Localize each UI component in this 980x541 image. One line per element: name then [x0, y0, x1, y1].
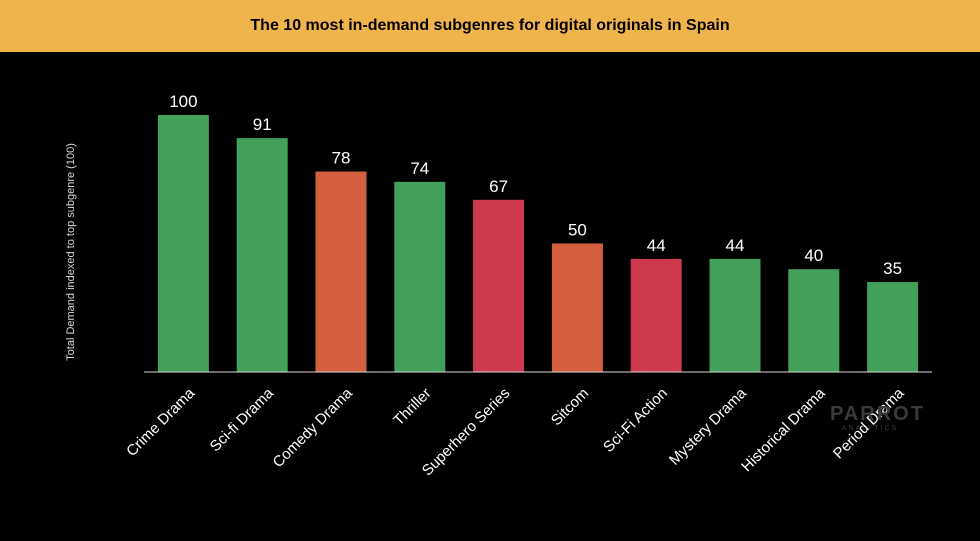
bar-8 — [709, 258, 761, 372]
data-label-7: 44 — [647, 236, 666, 255]
x-tick-label-4: Thriller — [390, 385, 434, 429]
bar-4 — [394, 181, 446, 372]
data-label-6: 50 — [568, 221, 587, 240]
data-label-1: 100 — [169, 92, 197, 111]
bar-3 — [315, 171, 367, 372]
bar-2 — [236, 138, 288, 372]
x-tick-label-2: Sci-fi Drama — [207, 384, 278, 455]
y-axis-title: Total Demand indexed to top subgenre (10… — [65, 143, 77, 361]
bar-6 — [551, 243, 603, 372]
data-label-5: 67 — [489, 177, 508, 196]
bar-5 — [473, 199, 525, 372]
x-tick-label-6: Sitcom — [548, 385, 592, 429]
bar-chart: 100 Crime Drama 91 Sci-fi Drama 78 Comedy Dra… — [65, 92, 932, 480]
x-tick-label-8: Mystery Drama — [666, 384, 750, 468]
x-tick-label-3: Comedy Drama — [270, 384, 357, 471]
data-label-3: 78 — [332, 149, 351, 168]
data-label-8: 44 — [726, 236, 745, 255]
bar-9 — [788, 269, 840, 372]
x-tick-label-1: Crime Drama — [123, 384, 199, 460]
data-label-9: 40 — [804, 246, 823, 265]
chart-title: The 10 most in-demand subgenres for digi… — [250, 17, 730, 34]
data-label-2: 91 — [253, 115, 272, 134]
x-tick-label-5: Superhero Series — [419, 385, 514, 480]
x-tick-label-10: Period Drama — [830, 384, 908, 462]
bar-1 — [157, 115, 209, 372]
bar-7 — [630, 258, 682, 372]
bar-10 — [867, 282, 919, 372]
data-label-10: 35 — [883, 259, 902, 278]
title-bar: The 10 most in-demand subgenres for digi… — [0, 0, 980, 52]
x-tick-label-7: Sci-Fi Action — [600, 385, 671, 456]
data-label-4: 74 — [410, 159, 429, 178]
x-tick-label-9: Historical Drama — [738, 384, 829, 475]
